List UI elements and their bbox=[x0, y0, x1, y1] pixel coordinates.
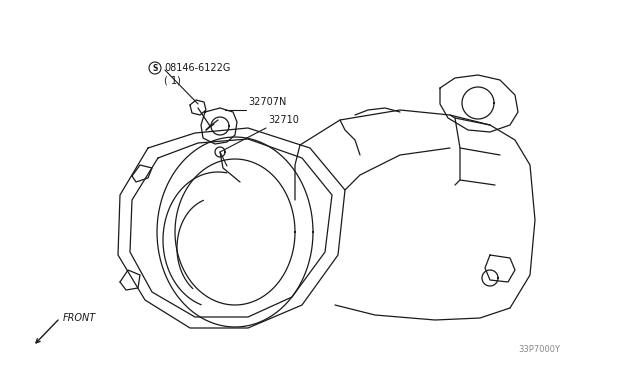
Text: ( 1): ( 1) bbox=[164, 75, 181, 85]
Text: 32707N: 32707N bbox=[248, 97, 286, 107]
Text: FRONT: FRONT bbox=[63, 313, 96, 323]
Text: 08146-6122G: 08146-6122G bbox=[164, 63, 230, 73]
Text: 33P7000Y: 33P7000Y bbox=[518, 345, 560, 354]
Text: 32710: 32710 bbox=[268, 115, 299, 125]
Text: S: S bbox=[152, 64, 157, 73]
